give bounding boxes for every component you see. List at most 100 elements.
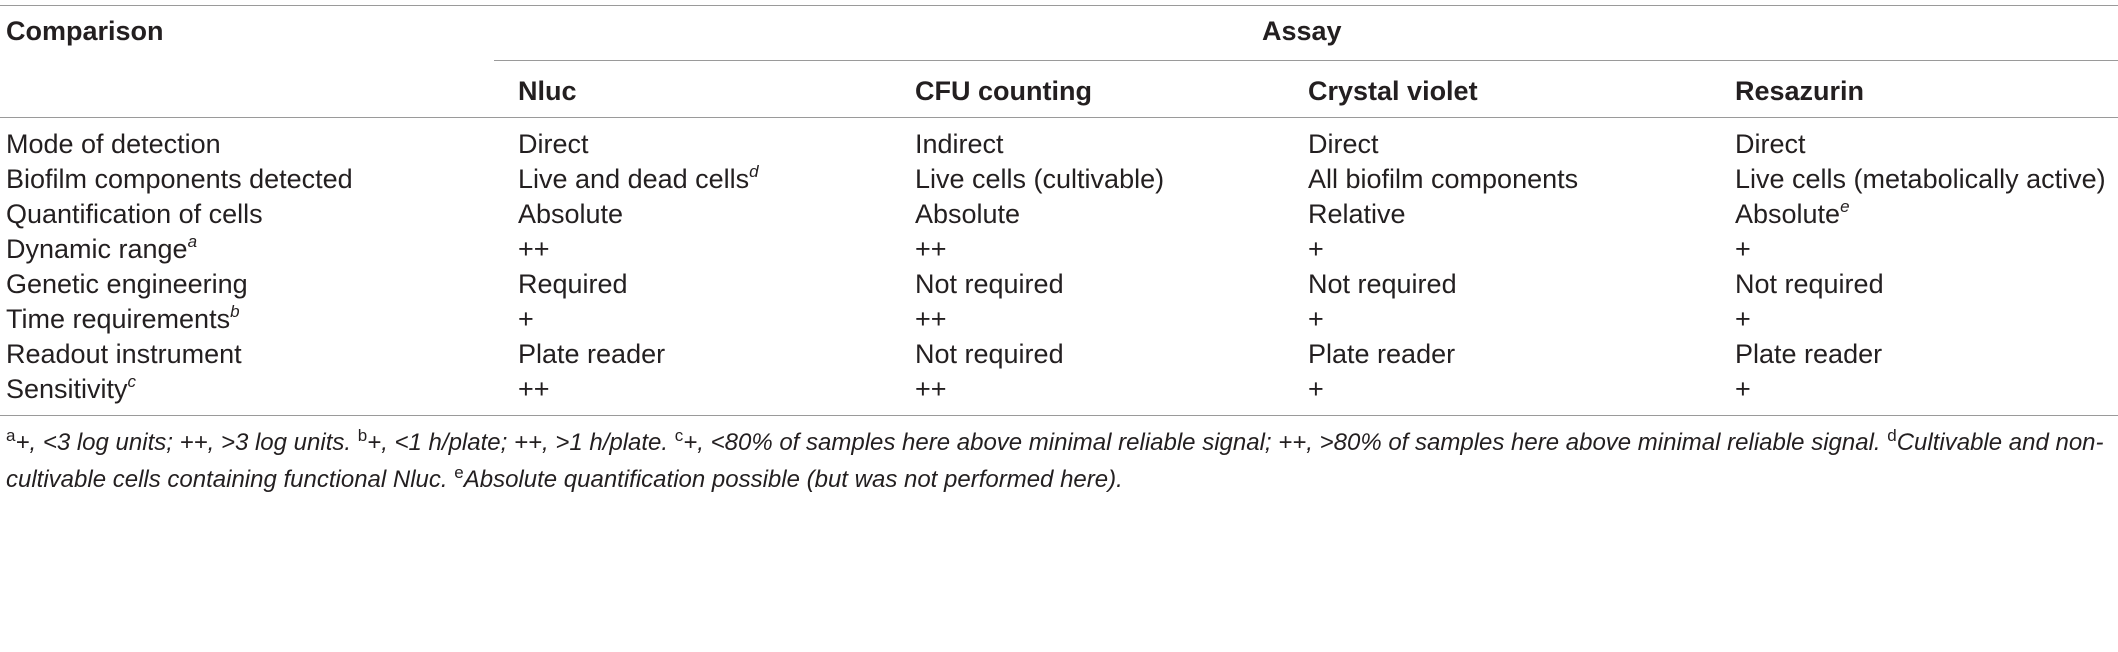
row-biofilm-components-detected-cell-2: Live cells (cultivable) <box>915 163 1164 195</box>
assay-span-rule <box>494 60 2118 61</box>
column-header-crystal-violet: Crystal violet <box>1308 76 1478 106</box>
row-dynamic-range-cell-3: + <box>1308 233 1324 265</box>
row-dynamic-range-cell-1-text: ++ <box>518 234 550 264</box>
row-biofilm-components-detected-cell-4-text: Live cells (metabolically active) <box>1735 164 2106 194</box>
row-time-requirements-cell-3: + <box>1308 303 1324 335</box>
header-bottom-rule <box>0 117 2118 118</box>
footnote-c-text: +, <80% of samples here above minimal re… <box>683 429 1888 456</box>
row-dynamic-range-cell-4: + <box>1735 233 1751 265</box>
row-sensitivity-label-text: Sensitivity <box>6 374 128 404</box>
column-header-nluc: Nluc <box>518 76 577 106</box>
row-dynamic-range-label: Dynamic rangea <box>6 233 197 265</box>
row-readout-instrument-cell-2: Not required <box>915 338 1064 370</box>
row-biofilm-components-detected-cell-4: Live cells (metabolically active) <box>1735 163 2106 195</box>
row-mode-of-detection-cell-4: Direct <box>1735 128 1806 160</box>
footnote-e-mark: e <box>454 463 464 482</box>
row-genetic-engineering-label: Genetic engineering <box>6 268 248 300</box>
footnote-e-text: Absolute quantification possible (but wa… <box>463 466 1123 493</box>
row-quantification-of-cells-cell-2: Absolute <box>915 198 1020 230</box>
row-biofilm-components-detected-cell-1: Live and dead cellsd <box>518 163 759 195</box>
row-quantification-of-cells-label-text: Quantification of cells <box>6 199 263 229</box>
row-sensitivity-label: Sensitivityc <box>6 373 136 405</box>
row-mode-of-detection-label: Mode of detection <box>6 128 221 160</box>
row-readout-instrument-cell-4-text: Plate reader <box>1735 339 1883 369</box>
row-dynamic-range-label-text: Dynamic range <box>6 234 188 264</box>
row-readout-instrument-cell-3: Plate reader <box>1308 338 1455 370</box>
row-genetic-engineering-cell-2: Not required <box>915 268 1064 300</box>
row-time-requirements-cell-3-text: + <box>1308 304 1324 334</box>
footnote-a-text: +, <3 log units; ++, >3 log units. <box>15 429 358 456</box>
row-biofilm-components-detected-cell-1-text: Live and dead cells <box>518 164 750 194</box>
row-biofilm-components-detected-label-text: Biofilm components detected <box>6 164 353 194</box>
row-mode-of-detection-cell-1: Direct <box>518 128 589 160</box>
row-biofilm-components-detected-cell-1-footnote-mark: d <box>749 162 759 181</box>
row-genetic-engineering-cell-4-text: Not required <box>1735 269 1884 299</box>
row-mode-of-detection-cell-4-text: Direct <box>1735 129 1806 159</box>
row-sensitivity-label-footnote-mark: c <box>127 372 137 391</box>
row-quantification-of-cells-cell-3: Relative <box>1308 198 1406 230</box>
row-time-requirements-cell-4-text: + <box>1735 304 1751 334</box>
row-readout-instrument-cell-2-text: Not required <box>915 339 1064 369</box>
row-readout-instrument-label-text: Readout instrument <box>6 339 242 369</box>
row-mode-of-detection-label-text: Mode of detection <box>6 129 221 159</box>
row-quantification-of-cells-cell-4-text: Absolute <box>1735 199 1841 229</box>
row-quantification-of-cells-cell-1-text: Absolute <box>518 199 624 229</box>
row-biofilm-components-detected-label: Biofilm components detected <box>6 163 353 195</box>
row-readout-instrument-label: Readout instrument <box>6 338 242 370</box>
footnote-a-mark: a <box>6 426 16 445</box>
row-mode-of-detection-cell-2: Indirect <box>915 128 1004 160</box>
row-genetic-engineering-cell-1-text: Required <box>518 269 628 299</box>
row-quantification-of-cells-cell-1: Absolute <box>518 198 623 230</box>
table-bottom-rule <box>0 415 2118 416</box>
footnote-c-mark: c <box>674 426 684 445</box>
row-time-requirements-label: Time requirementsb <box>6 303 240 335</box>
row-dynamic-range-cell-2-text: ++ <box>915 234 947 264</box>
row-time-requirements-cell-1: + <box>518 303 534 335</box>
row-mode-of-detection-cell-3: Direct <box>1308 128 1379 160</box>
row-dynamic-range-cell-4-text: + <box>1735 234 1751 264</box>
column-header-cfu-counting: CFU counting <box>915 76 1092 106</box>
footnote-d-mark: d <box>1887 426 1897 445</box>
row-sensitivity-cell-2-text: ++ <box>915 374 947 404</box>
row-biofilm-components-detected-cell-3: All biofilm components <box>1308 163 1578 195</box>
row-time-requirements-cell-2-text: ++ <box>915 304 947 334</box>
row-time-requirements-cell-4: + <box>1735 303 1751 335</box>
footnote-b-text: +, <1 h/plate; ++, >1 h/plate. <box>367 429 675 456</box>
row-readout-instrument-cell-4: Plate reader <box>1735 338 1882 370</box>
row-sensitivity-cell-1: ++ <box>518 373 550 405</box>
row-dynamic-range-cell-3-text: + <box>1308 234 1324 264</box>
row-sensitivity-cell-3: + <box>1308 373 1324 405</box>
table-top-rule <box>0 5 2118 6</box>
row-readout-instrument-cell-1: Plate reader <box>518 338 665 370</box>
footnote-b-mark: b <box>357 426 368 445</box>
row-quantification-of-cells-cell-4: Absolutee <box>1735 198 1850 230</box>
row-mode-of-detection-cell-1-text: Direct <box>518 129 589 159</box>
row-quantification-of-cells-cell-2-text: Absolute <box>915 199 1021 229</box>
column-header-resazurin: Resazurin <box>1735 76 1865 106</box>
table-footnotes: a+, <3 log units; ++, >3 log units. b+, … <box>6 424 2114 498</box>
row-time-requirements-cell-1-text: + <box>518 304 534 334</box>
row-genetic-engineering-label-text: Genetic engineering <box>6 269 248 299</box>
header-assay: Assay <box>1262 16 1342 46</box>
row-genetic-engineering-cell-4: Not required <box>1735 268 1884 300</box>
row-quantification-of-cells-cell-4-footnote-mark: e <box>1840 197 1850 216</box>
row-dynamic-range-cell-2: ++ <box>915 233 947 265</box>
row-genetic-engineering-cell-3: Not required <box>1308 268 1457 300</box>
row-mode-of-detection-cell-2-text: Indirect <box>915 129 1004 159</box>
row-genetic-engineering-cell-2-text: Not required <box>915 269 1064 299</box>
row-quantification-of-cells-label: Quantification of cells <box>6 198 263 230</box>
row-readout-instrument-cell-1-text: Plate reader <box>518 339 666 369</box>
row-biofilm-components-detected-cell-3-text: All biofilm components <box>1308 164 1579 194</box>
row-dynamic-range-label-footnote-mark: a <box>187 232 198 251</box>
row-sensitivity-cell-4: + <box>1735 373 1751 405</box>
row-sensitivity-cell-2: ++ <box>915 373 947 405</box>
row-quantification-of-cells-cell-3-text: Relative <box>1308 199 1406 229</box>
row-readout-instrument-cell-3-text: Plate reader <box>1308 339 1456 369</box>
row-genetic-engineering-cell-3-text: Not required <box>1308 269 1457 299</box>
row-time-requirements-label-text: Time requirements <box>6 304 231 334</box>
row-biofilm-components-detected-cell-2-text: Live cells (cultivable) <box>915 164 1165 194</box>
row-mode-of-detection-cell-3-text: Direct <box>1308 129 1379 159</box>
row-genetic-engineering-cell-1: Required <box>518 268 628 300</box>
footnote-d-text: Cultivable and non-cultivable cells cont… <box>6 429 2104 493</box>
row-sensitivity-cell-1-text: ++ <box>518 374 550 404</box>
